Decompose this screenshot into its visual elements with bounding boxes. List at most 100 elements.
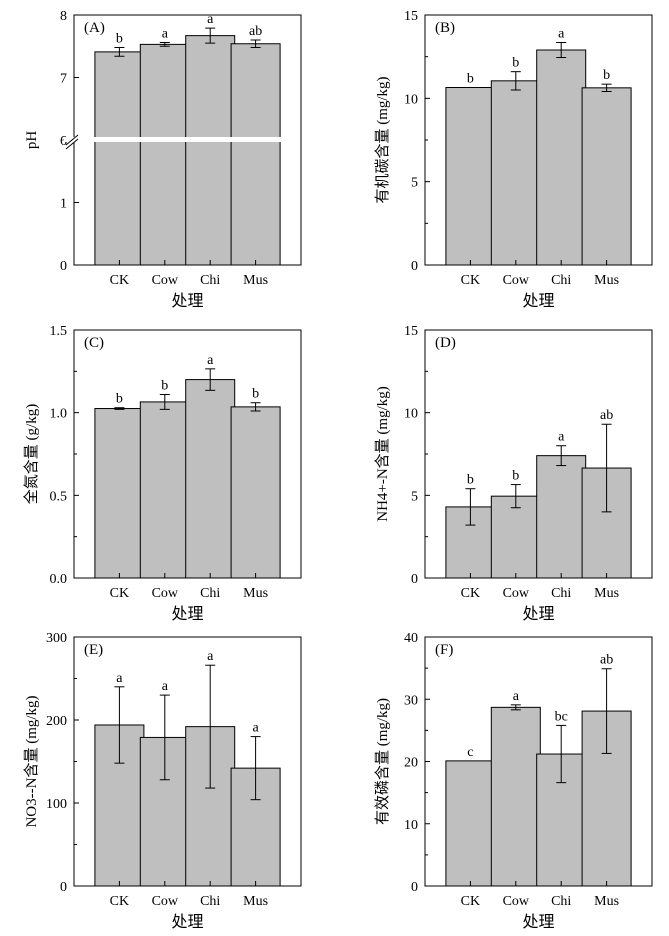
x-tick-label: CK: [110, 273, 129, 288]
x-tick-label: Cow: [503, 586, 530, 601]
bar-chi: [536, 455, 587, 579]
bar-mus: [230, 43, 281, 266]
y-tick-label: 100: [46, 797, 67, 812]
x-tick-label: Mus: [243, 586, 268, 601]
x-axis-label: 处理: [522, 605, 554, 623]
chart-panel-6: c CK a Cow bc Chi ab Mus 0 10 20 30 40 (F) 处理 有效磷含量 (mg…: [374, 631, 653, 931]
bar-mus: [230, 406, 281, 579]
y-tick-label: 0.0: [50, 572, 68, 587]
bar-ck: [445, 87, 496, 266]
y-tick-label: 1.5: [50, 324, 68, 339]
axis-break-mark: [65, 138, 79, 150]
significance-label: a: [162, 27, 169, 42]
bar-mus: [581, 87, 632, 266]
significance-label: b: [161, 378, 168, 393]
significance-label: a: [162, 679, 169, 694]
y-tick-label: 8: [60, 9, 67, 24]
significance-label: a: [558, 27, 565, 42]
panel-label: (C): [84, 335, 104, 351]
y-axis-label: 有机碳含量 (mg/kg): [374, 76, 391, 203]
x-tick-label: Chi: [551, 894, 571, 909]
y-tick-label: 1: [60, 197, 67, 212]
significance-label: a: [207, 649, 214, 664]
x-axis-label: 处理: [522, 292, 554, 310]
y-axis-label: NO3--N含量 (mg/kg): [23, 695, 40, 827]
bar-cow: [490, 706, 541, 887]
chart-panel-4: b CK b Cow a Chi ab Mus 0 5 10 15 (D) 处理 NH4+-N含量 (mg/…: [374, 324, 653, 623]
y-tick-label: 5: [411, 489, 418, 504]
x-tick-label: Mus: [243, 894, 268, 909]
y-tick-label: 0: [411, 259, 418, 274]
x-tick-label: Chi: [551, 273, 571, 288]
y-tick-label: 15: [404, 324, 418, 339]
panel-label: (A): [84, 20, 105, 36]
significance-label: a: [116, 671, 123, 686]
x-axis-label: 处理: [171, 913, 203, 931]
significance-label: ab: [600, 653, 613, 668]
x-tick-label: Chi: [200, 894, 220, 909]
y-axis-label: 全氮含量 (g/kg): [22, 404, 40, 504]
x-tick-label: Mus: [594, 894, 619, 909]
y-axis-label: 有效磷含量 (mg/kg): [374, 698, 391, 825]
x-tick-label: CK: [461, 273, 480, 288]
significance-label: b: [252, 387, 259, 402]
y-tick-label: 10: [404, 407, 418, 422]
y-tick-label: 200: [46, 714, 67, 729]
significance-label: b: [467, 473, 474, 488]
y-tick-label: 20: [404, 756, 418, 771]
x-tick-label: Mus: [594, 586, 619, 601]
x-tick-label: CK: [110, 894, 129, 909]
panel-label: (D): [435, 335, 456, 351]
panel-label: (E): [84, 642, 103, 658]
y-axis-label: NH4+-N含量 (mg/kg): [374, 386, 391, 522]
x-axis-label: 处理: [171, 292, 203, 310]
y-tick-label: 0: [411, 572, 418, 587]
x-tick-label: Chi: [200, 586, 220, 601]
y-tick-label: 0: [60, 880, 67, 895]
y-tick-label: 15: [404, 9, 418, 24]
x-tick-label: Mus: [243, 273, 268, 288]
panel-label: (B): [435, 20, 455, 36]
y-axis-label: pH: [24, 131, 40, 150]
x-tick-label: Cow: [503, 894, 530, 909]
bar-cow: [490, 80, 541, 266]
significance-label: a: [558, 430, 565, 445]
significance-label: b: [467, 72, 474, 87]
bar-chi: [536, 49, 587, 266]
y-tick-label: 0.5: [50, 489, 68, 504]
bar-chi: [185, 379, 236, 579]
axis-break-gap: [64, 137, 295, 142]
chart-panel-3: b CK b Cow a Chi b Mus 0.0 0.5 1.0 1.5 (C) 处理 全氮含量 (g/…: [22, 324, 302, 623]
y-tick-label: 6: [60, 134, 67, 149]
significance-label: b: [512, 56, 519, 71]
y-tick-label: 0: [411, 880, 418, 895]
y-tick-label: 7: [60, 72, 67, 87]
significance-label: bc: [555, 709, 568, 724]
x-tick-label: CK: [110, 586, 129, 601]
panel-label: (F): [435, 642, 453, 658]
significance-label: a: [207, 353, 214, 368]
x-axis-label: 处理: [171, 605, 203, 623]
x-tick-label: Chi: [200, 273, 220, 288]
x-tick-label: CK: [461, 586, 480, 601]
significance-label: b: [512, 469, 519, 484]
significance-label: b: [116, 32, 123, 47]
x-axis-label: 处理: [522, 913, 554, 931]
significance-label: ab: [600, 408, 613, 423]
y-tick-label: 10: [404, 92, 418, 107]
significance-label: ab: [249, 24, 262, 39]
y-tick-label: 1.0: [50, 407, 68, 422]
significance-label: c: [467, 745, 473, 760]
x-tick-label: Cow: [503, 273, 530, 288]
chart-panel-2: b CK b Cow a Chi b Mus 0 5 10 15 (B) 处理 有机碳含量 (mg/kg): [374, 9, 653, 310]
x-tick-label: Mus: [594, 273, 619, 288]
chart-panel-1: b CK a Cow a Chi ab Mus 0 1 6 7 8 (A) 处理 pH: [24, 9, 302, 310]
x-tick-label: Cow: [152, 273, 179, 288]
bar-chi: [185, 35, 236, 266]
y-tick-label: 40: [404, 631, 418, 646]
significance-label: a: [252, 721, 259, 736]
significance-label: a: [513, 689, 520, 704]
y-tick-label: 0: [60, 259, 67, 274]
x-tick-label: CK: [461, 894, 480, 909]
